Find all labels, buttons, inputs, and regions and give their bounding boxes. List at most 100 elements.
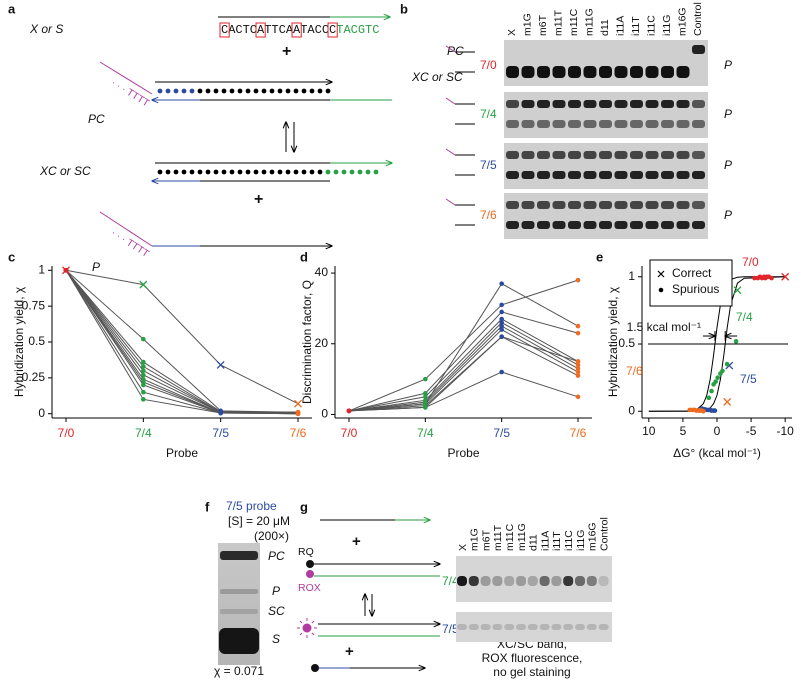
legend-marker [657,270,665,278]
gel-band [504,576,515,586]
legend-label: Spurious [672,282,719,296]
x-tick-label: 7/5 [493,426,510,440]
point-stroke [62,266,70,275]
gel-band [630,221,643,229]
mini-tail [445,97,456,105]
point [423,390,428,396]
lane-label: i11C [645,15,657,36]
gel-band [506,120,519,128]
gel-band [661,120,674,128]
gel-band [645,120,659,128]
gel-band [583,151,597,159]
sequence-part: TACC [300,23,329,37]
gel-band [506,171,519,179]
point-stroke [733,286,742,295]
gel-band [537,171,550,179]
series-line [65,269,299,414]
gel-band [599,151,612,159]
x-axis-label: Probe [447,446,479,460]
lane-label: i11A [614,16,626,36]
point [733,339,739,344]
y-tick-label: 0 [628,403,635,417]
point-stroke [294,399,302,408]
gel-band [568,120,581,128]
lane-label: d11 [528,534,540,551]
gel-band [506,201,519,209]
gel-band [614,66,628,78]
gel-band [692,201,705,209]
gel-band [219,628,259,654]
point [294,399,302,408]
gel-band [506,221,519,229]
legend-label: Correct [672,266,712,280]
base-pair [269,88,275,94]
panel-label: b [400,1,408,16]
gel-band [521,120,535,128]
x-tick-label: -10 [777,424,795,438]
gel-band [537,100,550,108]
series-line [348,325,579,412]
series-line [65,269,299,405]
complex-label: PC [88,112,105,126]
point-stroke [139,280,148,289]
gel-band [645,151,659,159]
plus: + [282,43,291,60]
base-pair [237,88,243,94]
gap-label: 1.5 kcal mol⁻¹ [627,320,701,334]
gel-band [506,100,519,108]
gel-band [480,624,491,630]
annotation: 7/0 [742,255,759,269]
sequence-part: A [257,23,265,37]
base-pair [229,169,235,175]
gel-band [506,151,519,159]
probe-label: 7/4 [480,107,497,121]
panel-label: g [300,499,308,514]
point [499,309,504,315]
gel-band [537,201,550,209]
lane-label: i11G [575,530,587,551]
gel-band [551,576,562,586]
lane-label: m16G [587,522,599,551]
y-axis-label: Hybridization yield, χ [606,286,620,397]
base-pair [317,169,323,175]
gel-band [630,201,643,209]
gel-band [586,624,597,630]
gel-band [521,66,535,78]
base-pair [165,88,171,94]
gel-band [614,100,628,108]
gel-band [661,201,674,209]
base-pair [181,88,187,94]
quencher-label: RQ [298,546,314,558]
gel-band [575,576,585,586]
point-stroke [723,397,732,406]
gel-band [676,171,690,179]
base-pair [197,169,203,175]
gel-band [220,609,258,614]
gel-band [468,624,479,630]
point [575,277,581,283]
base-pair [325,169,331,175]
complex-label: PC [447,44,464,58]
base-pair [189,169,195,175]
y-axis-label: Hybridization yield, χ [12,286,26,397]
plus: + [345,643,354,660]
y-axis-label: Discrimination factor, Q [300,280,314,404]
band-label: P [724,107,732,121]
highlight-box [255,22,266,38]
gel-band [521,221,535,229]
lane-label: i11T [551,531,563,551]
lane-label: Control [598,517,610,551]
fit-curve [648,276,786,412]
base-pair [325,88,331,94]
annotation: 7/5 [740,372,757,386]
sequence-part: A [293,23,301,37]
base-pair [253,88,259,94]
point [141,336,146,342]
x-tick-label: 7/4 [417,426,434,440]
gel-band [492,576,503,586]
series-line [348,318,579,412]
gel-band [645,221,659,229]
gel-band [492,624,503,630]
lane-label: m11C [568,8,580,36]
sequence-part: TACGTC [336,23,379,37]
